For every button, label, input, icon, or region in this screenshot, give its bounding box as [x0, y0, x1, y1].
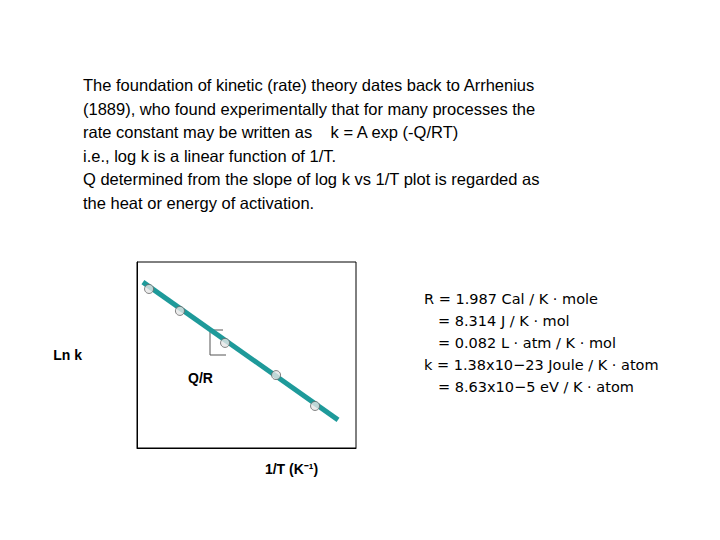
html-text:= 8.314 J / K · mol: = 8.314 J / K · mol: [438, 313, 570, 329]
html-text:(1889), who found experimental: (1889), who found experimentally that fo…: [83, 99, 536, 118]
html-text:Q determined from the slope of: Q determined from the slope of log k vs …: [83, 170, 540, 188]
svg-text:Ln k: Ln k: [53, 347, 82, 363]
html-text:rate constant may be written a: rate constant may be written as k = A ex…: [83, 123, 459, 141]
html-text:= 0.082 L · atm / K · mol: = 0.082 L · atm / K · mol: [438, 335, 616, 351]
html-text:= 8.63x10−5 eV / K · atom: = 8.63x10−5 eV / K · atom: [438, 379, 634, 395]
svg-text:1/T (K⁻¹): 1/T (K⁻¹): [265, 461, 318, 477]
html-text:k = 1.38x10−23 Joule / K · ato: k = 1.38x10−23 Joule / K · atom: [424, 357, 659, 373]
svg-text:Q/R: Q/R: [188, 370, 213, 386]
html-text:R = 1.987 Cal / K · mole: R = 1.987 Cal / K · mole: [424, 291, 598, 307]
html-text:i.e., log k is a linear functi: i.e., log k is a linear function of 1/T.: [83, 146, 337, 165]
html-text:The foundation of kinetic (rat: The foundation of kinetic (rate) theory …: [83, 76, 535, 94]
html-text:the heat or energy of activati: the heat or energy of activation.: [83, 193, 315, 212]
